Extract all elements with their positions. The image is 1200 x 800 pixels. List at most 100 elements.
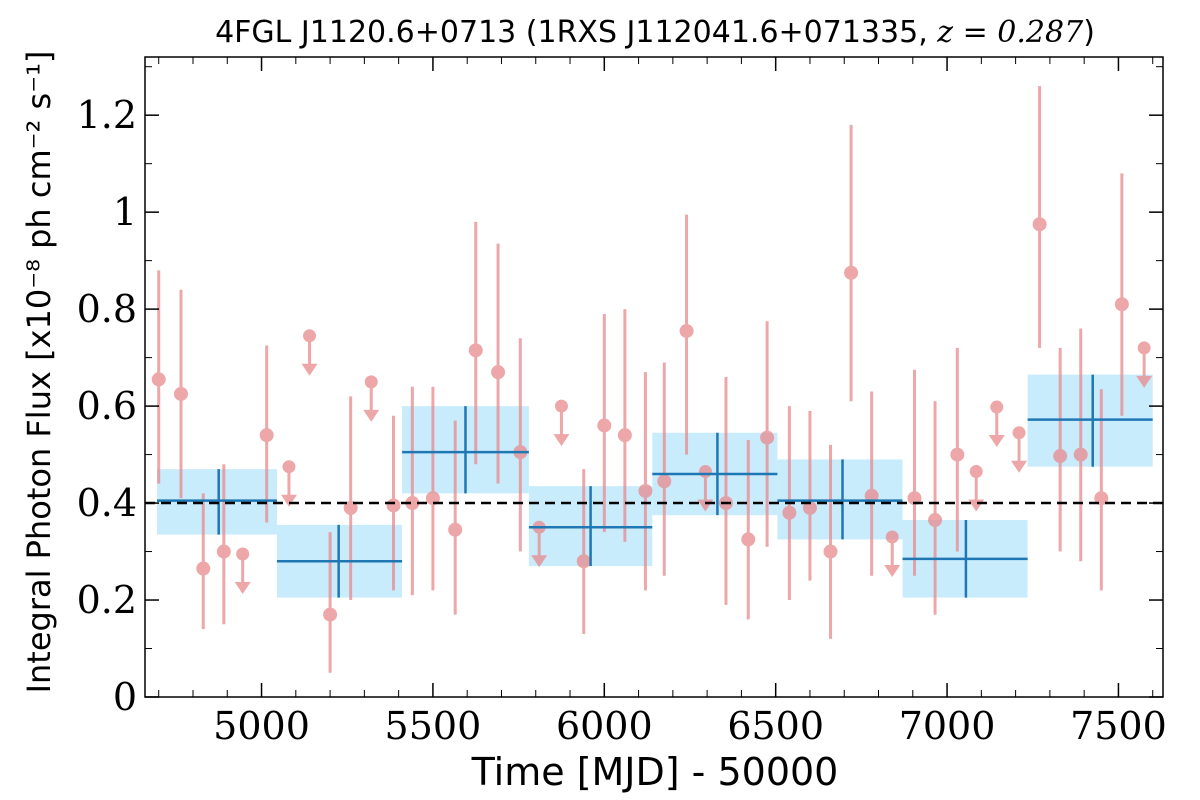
flux-marker (491, 365, 506, 380)
upper-limit-arrow (301, 363, 318, 376)
flux-point (741, 440, 756, 620)
upper-limit (280, 460, 297, 507)
flux-point (1053, 347, 1068, 552)
y-tick-label: 0 (113, 675, 137, 719)
flux-marker (802, 500, 817, 515)
upper-limit-arrow (363, 409, 380, 422)
flux-point (425, 386, 440, 591)
flux-marker (741, 532, 756, 547)
flux-point (1032, 86, 1047, 348)
plot-frame (144, 56, 1164, 698)
flux-point (597, 313, 612, 533)
flux-marker (950, 447, 965, 462)
flux-marker (1114, 297, 1129, 312)
flux-point (638, 372, 653, 591)
upper-limit (553, 399, 570, 447)
flux-marker (323, 607, 338, 622)
flux-point (259, 345, 274, 523)
flux-marker (907, 491, 922, 506)
upper-limit-arrow (280, 494, 297, 507)
flux-point (1073, 328, 1088, 562)
flux-point (657, 362, 672, 576)
flux-marker (844, 265, 859, 280)
flux-point (679, 214, 694, 455)
flux-point (173, 289, 188, 499)
upper-limit (363, 375, 380, 422)
flux-marker (425, 491, 440, 506)
upper-limit (1011, 426, 1028, 473)
flux-marker (405, 496, 420, 511)
x-tick-label: 7000 (899, 704, 996, 748)
flux-marker (576, 554, 591, 569)
upper-limit (884, 530, 901, 577)
upper-limit-arrow (531, 555, 548, 568)
y-tick-label: 0.4 (77, 481, 137, 525)
upper-limit (234, 547, 251, 594)
flux-marker (1073, 447, 1088, 462)
y-tick-label: 1.2 (77, 93, 137, 137)
flux-marker (448, 522, 463, 537)
flux-point (1114, 173, 1129, 416)
upper-limit-arrow (234, 581, 251, 594)
flux-marker (928, 513, 943, 528)
flux-point (802, 410, 817, 581)
flux-marker (617, 428, 632, 443)
flux-point (928, 401, 943, 615)
upper-limit-arrow (1136, 375, 1153, 388)
flux-point (950, 347, 965, 552)
flux-point (576, 469, 591, 634)
flux-point (1094, 389, 1109, 591)
flux-marker (1094, 491, 1109, 506)
flux-point (323, 532, 338, 673)
flux-point (151, 270, 166, 484)
flux-marker (760, 430, 775, 445)
x-tick-label: 6000 (556, 704, 653, 748)
flux-marker (657, 474, 672, 489)
flux-point (405, 386, 420, 596)
flux-point (343, 396, 358, 601)
chart-title: 4FGL J1120.6+0713 (1RXS J112041.6+071335… (215, 15, 1095, 50)
upper-limit-arrow (553, 434, 570, 447)
flux-marker (173, 386, 188, 401)
upper-limit (1136, 341, 1153, 388)
flux-marker (151, 372, 166, 387)
flux-marker (638, 483, 653, 498)
flux-marker (782, 505, 797, 520)
flux-marker (1053, 449, 1068, 464)
y-tick-label: 0.6 (77, 384, 137, 428)
x-tick-label: 6500 (727, 704, 824, 748)
upper-limit-arrow (1011, 460, 1028, 473)
flux-point (468, 221, 483, 465)
upper-limit-arrow (884, 565, 901, 577)
upper-limit (988, 400, 1005, 448)
upper-limit (301, 329, 318, 376)
flux-marker (1032, 217, 1047, 232)
flux-marker (597, 418, 612, 433)
flux-point (491, 243, 506, 484)
flux-point (844, 124, 859, 402)
y-tick-label: 0.8 (77, 287, 137, 331)
flux-point (196, 493, 211, 630)
x-axis-label: Time [MJD] - 50000 (471, 750, 839, 794)
y-axis-label: Integral Photon Flux [x10⁻⁸ ph cm⁻² s⁻¹] (20, 51, 58, 694)
flux-marker (864, 488, 879, 503)
x-tick-label: 5000 (213, 704, 310, 748)
flux-marker (216, 544, 231, 559)
flux-point (864, 391, 879, 576)
flux-marker (468, 343, 483, 358)
x-tick-label: 5500 (385, 704, 482, 748)
upper-limit-arrow (968, 499, 985, 512)
flux-marker (259, 428, 274, 443)
flux-point (907, 369, 922, 576)
upper-limit (968, 465, 985, 512)
plot-area: 5000 5500 6000 6500 7000 7500 0 0.2 0.4 0.6 0.8 1 1.… (77, 56, 1167, 748)
upper-limit-arrow (988, 435, 1005, 448)
flux-marker (823, 544, 838, 559)
flux-marker (343, 500, 358, 515)
flux-point (760, 321, 775, 547)
flux-marker (679, 323, 694, 338)
x-tick-label: 7500 (1070, 704, 1167, 748)
flux-marker (386, 498, 401, 513)
y-tick-label: 0.2 (77, 578, 137, 622)
flux-point (216, 464, 231, 625)
